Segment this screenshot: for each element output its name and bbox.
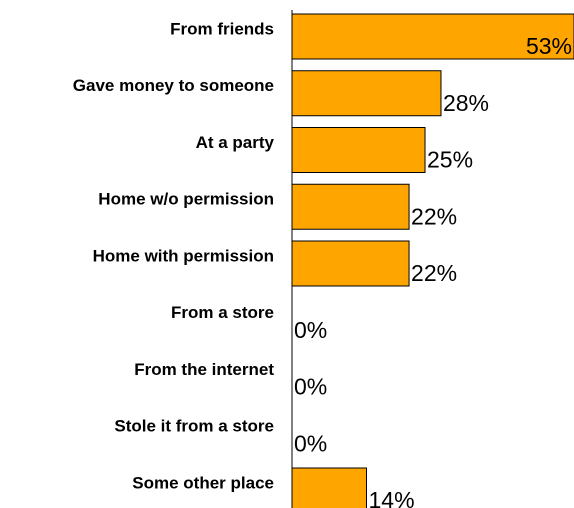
category-label-6: From the internet bbox=[134, 360, 274, 379]
category-label-8: Some other place bbox=[132, 473, 274, 492]
value-label-8: 14% bbox=[368, 487, 414, 508]
category-labels: From friends Gave money to someone At a pa… bbox=[73, 19, 275, 492]
bar-4 bbox=[291, 240, 410, 287]
category-label-3: Home w/o permission bbox=[98, 190, 274, 209]
bars-layer bbox=[291, 13, 574, 508]
bar-2 bbox=[291, 127, 426, 173]
value-label-0: 53% bbox=[526, 33, 572, 59]
bar-1 bbox=[291, 70, 442, 117]
value-label-6: 0% bbox=[294, 374, 327, 400]
category-label-0: From friends bbox=[170, 19, 274, 38]
bar-0 bbox=[291, 13, 574, 60]
value-label-3: 22% bbox=[411, 203, 457, 229]
category-label-7: Stole it from a store bbox=[114, 417, 274, 436]
category-label-2: At a party bbox=[196, 133, 275, 152]
bar-8 bbox=[291, 467, 367, 508]
bar-3 bbox=[291, 183, 410, 230]
value-labels: 53% 28% 25% 22% 22% 0% 0% 0% 14% bbox=[294, 33, 572, 508]
value-label-2: 25% bbox=[427, 147, 473, 173]
category-label-4: Home with permission bbox=[93, 246, 274, 265]
value-label-7: 0% bbox=[294, 430, 327, 456]
value-label-4: 22% bbox=[411, 260, 457, 286]
value-label-1: 28% bbox=[443, 90, 489, 116]
value-label-5: 0% bbox=[294, 317, 327, 343]
category-label-5: From a store bbox=[171, 303, 274, 322]
category-label-1: Gave money to someone bbox=[73, 76, 274, 95]
